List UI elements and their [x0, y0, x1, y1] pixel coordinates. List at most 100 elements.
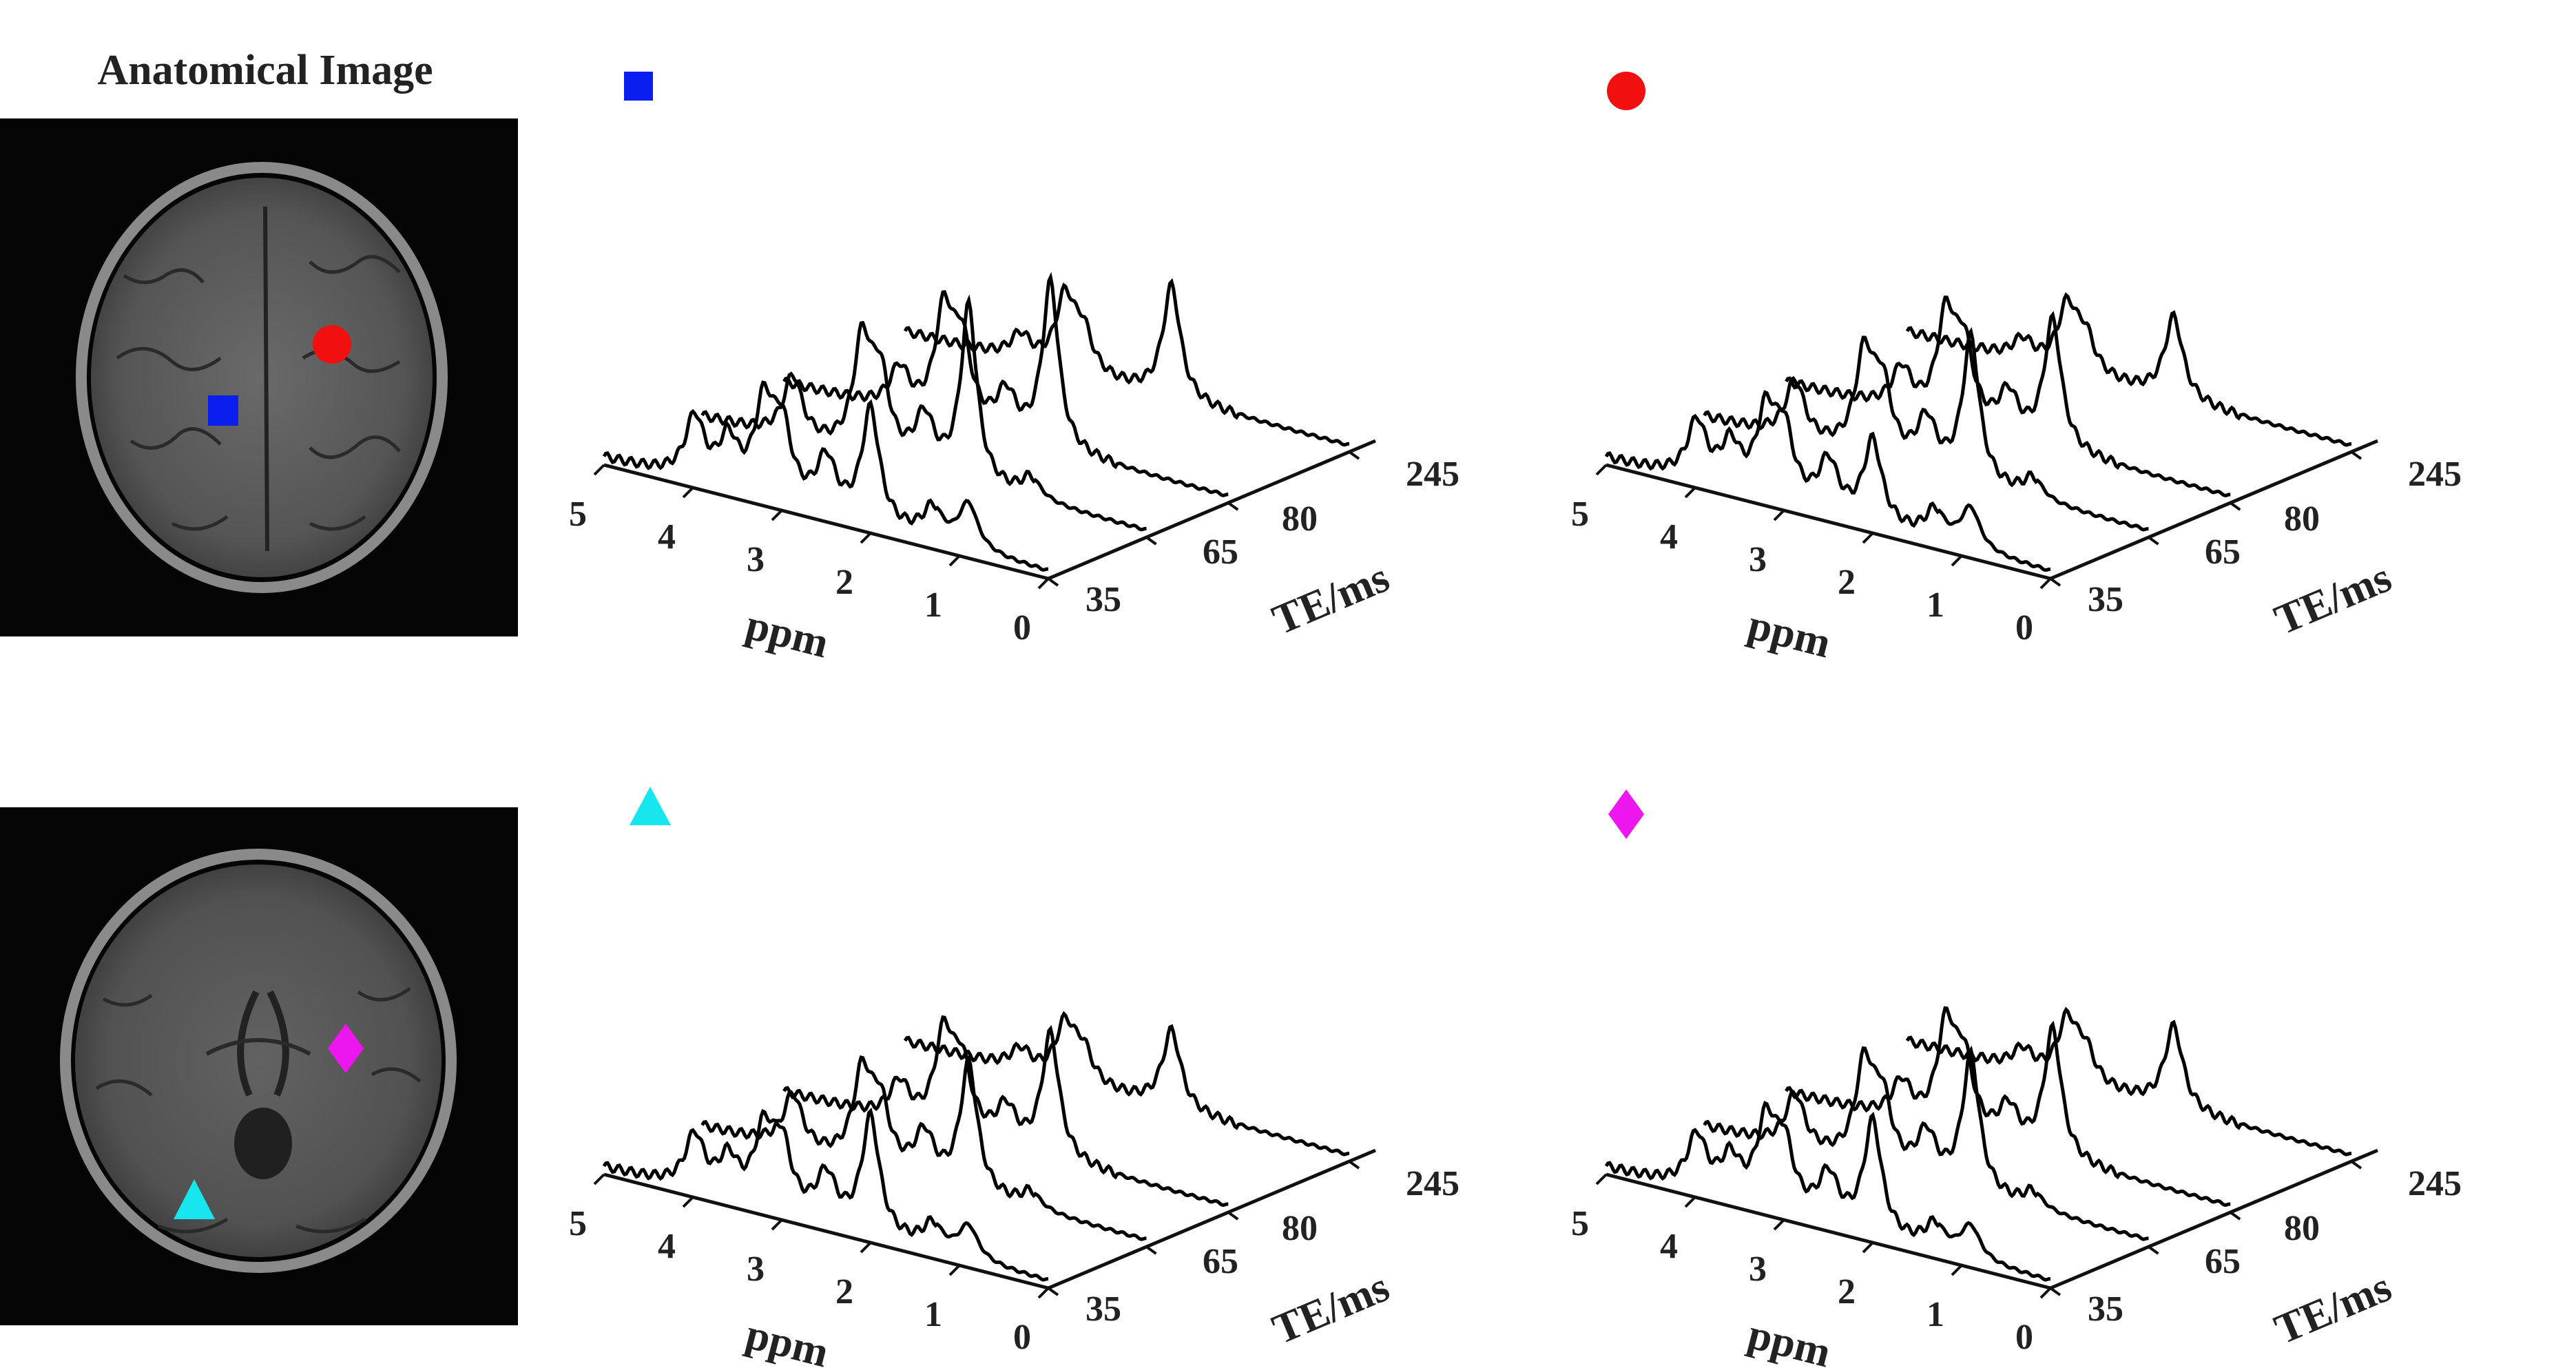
ppm-tick-label: 4	[658, 1227, 676, 1266]
te-tick-mark	[1227, 1211, 1239, 1221]
spectrum-trace-te-35	[1604, 390, 2051, 572]
ppm-tick-label: 2	[835, 1272, 853, 1312]
diamond-marker-icon	[328, 1024, 364, 1073]
ppm-tick-mark	[1037, 1287, 1050, 1299]
ppm-tick-label: 5	[1571, 1204, 1589, 1243]
spectrum-trace-te-245	[1905, 1006, 2352, 1157]
ppm-tick-mark	[1951, 555, 1963, 567]
te-tick-label: 65	[2205, 1242, 2241, 1281]
te-tick-mark	[2148, 1245, 2159, 1255]
ppm-tick-label: 4	[658, 517, 676, 557]
ppm-tick-mark	[1773, 1219, 1785, 1231]
ppm-tick-label: 3	[1749, 1250, 1767, 1289]
te-tick-mark	[2049, 577, 2061, 587]
ppm-tick-label: 0	[2015, 1318, 2033, 1357]
ppm-ticks: 5 4 3 2 1 0	[569, 1173, 1050, 1357]
te-tick-mark	[2350, 1160, 2362, 1170]
te-tick-label: 80	[2284, 499, 2320, 539]
ppm-tick-label: 4	[1660, 1227, 1678, 1266]
ppm-tick-mark	[682, 486, 694, 499]
triangle-marker-icon	[630, 787, 671, 825]
spectrum-trace-te-80	[1785, 1006, 2231, 1208]
te-tick-label: 80	[1282, 499, 1318, 539]
spectrum-trace-te-65	[700, 294, 1147, 532]
ppm-tick-label: 5	[1571, 495, 1589, 534]
ppm-axis	[1606, 1172, 2051, 1290]
mri-image-upper	[0, 118, 518, 636]
te-tick-mark	[2230, 501, 2241, 511]
ppm-tick-mark	[593, 464, 605, 476]
spectrum-trace-te-245	[903, 278, 1350, 447]
ppm-tick-label: 2	[1838, 563, 1856, 602]
ppm-tick-mark	[1595, 464, 1608, 476]
circle-marker-icon	[313, 325, 351, 364]
ppm-tick-label: 5	[569, 495, 587, 534]
te-tick-label: 245	[2408, 1164, 2462, 1203]
te-ticks: 35 65 80 245	[2049, 1160, 2462, 1329]
te-tick-label: 245	[2408, 455, 2462, 494]
ppm-tick-mark	[1862, 532, 1874, 544]
spectrum-trace-te-245	[903, 1011, 1350, 1157]
ppm-tick-label: 4	[1660, 517, 1678, 557]
ppm-ticks: 5 4 3 2 1 0	[569, 464, 1050, 647]
te-tick-label: 65	[1203, 532, 1238, 572]
te-ticks: 35 65 80 245	[1047, 1160, 1460, 1329]
te-tick-label: 35	[1086, 580, 1121, 619]
te-axis	[1048, 1148, 1376, 1290]
square-marker-icon	[208, 395, 238, 426]
te-tick-label: 65	[2205, 532, 2241, 572]
spectra-traces	[602, 1011, 1350, 1282]
ppm-tick-mark	[1037, 577, 1050, 590]
te-tick-mark	[2350, 450, 2362, 460]
spectrum-trace-te-245	[1905, 292, 2352, 447]
figure-title: Anatomical Image	[97, 47, 433, 94]
te-ticks: 35 65 80 245	[1047, 450, 1460, 619]
ppm-tick-mark	[771, 509, 783, 521]
ppm-tick-label: 3	[1749, 540, 1767, 579]
ppm-tick-label: 2	[1838, 1272, 1856, 1312]
te-axis	[2050, 1148, 2378, 1290]
ppm-ticks: 5 4 3 2 1 0	[1571, 1173, 2052, 1357]
ppm-tick-mark	[1951, 1264, 1963, 1276]
ppm-tick-label: 0	[2015, 608, 2033, 647]
te-ticks: 35 65 80 245	[2049, 450, 2462, 619]
ppm-axis	[603, 1172, 1049, 1290]
te-tick-label: 35	[2088, 1289, 2123, 1329]
ppm-tick-mark	[948, 1264, 961, 1276]
te-tick-label: 245	[1406, 1164, 1460, 1203]
ppm-tick-mark	[1684, 486, 1696, 499]
te-tick-mark	[1047, 1287, 1059, 1296]
te-tick-mark	[2148, 536, 2159, 546]
ppm-tick-label: 5	[569, 1204, 587, 1243]
te-tick-mark	[1348, 450, 1360, 460]
ppm-ticks: 5 4 3 2 1 0	[1571, 464, 2052, 647]
te-tick-label: 80	[1282, 1209, 1318, 1248]
ppm-tick-label: 0	[1013, 608, 1031, 647]
diamond-marker-icon	[1608, 789, 1644, 839]
te-axis	[1048, 439, 1376, 581]
spectra-traces	[602, 271, 1350, 572]
spectrum-trace-te-35	[602, 380, 1048, 572]
spectra-traces	[1604, 1006, 2352, 1282]
te-tick-mark	[1145, 536, 1157, 546]
spectrum-trace-te-80	[782, 271, 1229, 497]
te-tick-mark	[2049, 1287, 2061, 1296]
triangle-marker-icon	[174, 1179, 215, 1219]
square-marker-icon	[624, 72, 653, 101]
ppm-tick-mark	[771, 1219, 783, 1231]
ppm-tick-mark	[593, 1173, 605, 1185]
ppm-tick-mark	[948, 555, 961, 567]
ppm-axis	[1606, 463, 2051, 581]
ppm-tick-label: 2	[835, 563, 853, 602]
ppm-tick-mark	[1684, 1196, 1696, 1208]
spectrum-trace-te-80	[782, 1015, 1229, 1208]
spectrum-trace-te-80	[1785, 296, 2231, 497]
ppm-tick-mark	[1595, 1173, 1608, 1185]
ppm-tick-label: 3	[747, 540, 765, 579]
ppm-tick-label: 1	[924, 1295, 942, 1334]
te-tick-mark	[1348, 1160, 1360, 1170]
ppm-tick-label: 1	[1926, 1295, 1944, 1334]
ppm-tick-mark	[1862, 1241, 1874, 1254]
ppm-axis	[603, 463, 1049, 581]
